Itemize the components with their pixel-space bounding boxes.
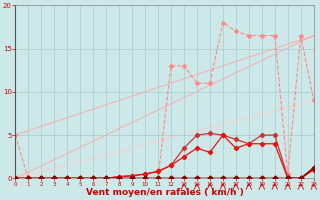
X-axis label: Vent moyen/en rafales ( km/h ): Vent moyen/en rafales ( km/h ) [86,188,244,197]
